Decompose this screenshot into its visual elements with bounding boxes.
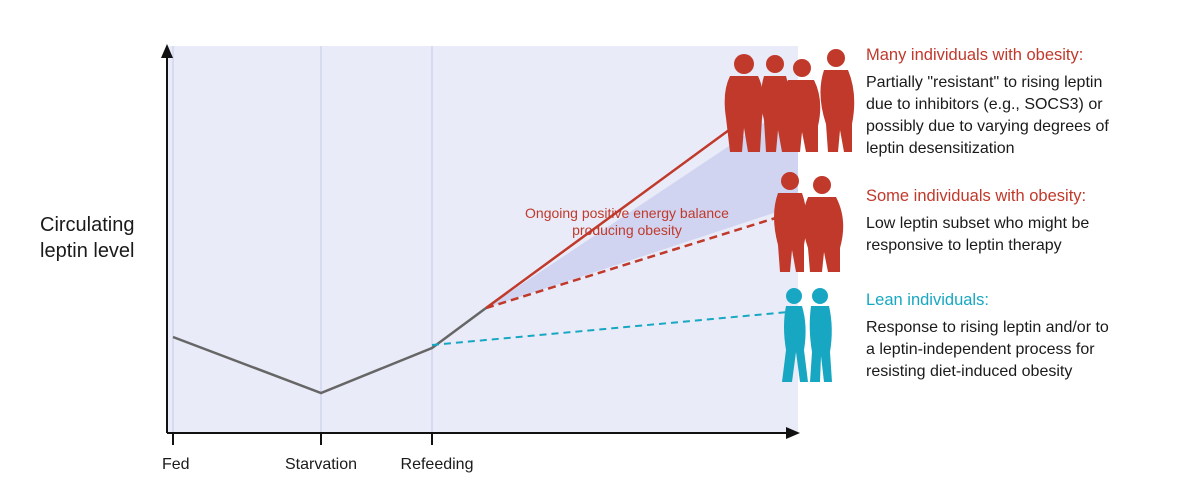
group-title: Many individuals with obesity: [866,46,1084,64]
annotation-line-1: Ongoing positive energy balance [525,205,729,221]
group-body-line: responsive to leptin therapy [866,237,1062,254]
group-many-obese: Many individuals with obesity: Partially… [866,44,1186,160]
x-axis-arrow [786,427,800,439]
group-body-line: resisting diet-induced obesity [866,363,1073,380]
group-body: Response to rising leptin and/or to a le… [866,317,1186,383]
group-some-obese: Some individuals with obesity: Low lepti… [866,185,1186,257]
group-title: Some individuals with obesity: [866,187,1087,205]
group-body-line: a leptin-independent process for [866,341,1095,358]
group-body: Partially "resistant" to rising leptin d… [866,72,1186,160]
x-tick-refeeding: Refeeding [401,456,474,473]
group-body-line: Low leptin subset who might be [866,215,1090,232]
x-tick-starvation: Starvation [285,456,357,473]
y-axis-label: Circulating leptin level [40,214,135,262]
group-body-line: Partially "resistant" to rising leptin [866,74,1103,91]
lean-silhouettes-icon [782,288,832,382]
group-body-line: due to inhibitors (e.g., SOCS3) or [866,96,1103,113]
group-body: Low leptin subset who might be responsiv… [866,213,1186,257]
x-tick-fed: Fed [162,456,190,473]
group-body-line: Response to rising leptin and/or to [866,319,1109,336]
obese-silhouettes-icon [724,49,855,152]
group-lean: Lean individuals: Response to rising lep… [866,289,1186,383]
y-axis-arrow [161,44,173,58]
group-title: Lean individuals: [866,291,989,309]
obese-resistant-line [485,98,771,310]
baseline-leptin-curve [172,306,487,395]
energy-balance-wedge [486,100,798,308]
group-body-line: leptin desensitization [866,140,1015,157]
annotation-line-2: producing obesity [572,222,682,238]
obese-low-leptin-silhouettes-icon [774,172,844,272]
group-body-line: possibly due to varying degrees of [866,118,1109,135]
